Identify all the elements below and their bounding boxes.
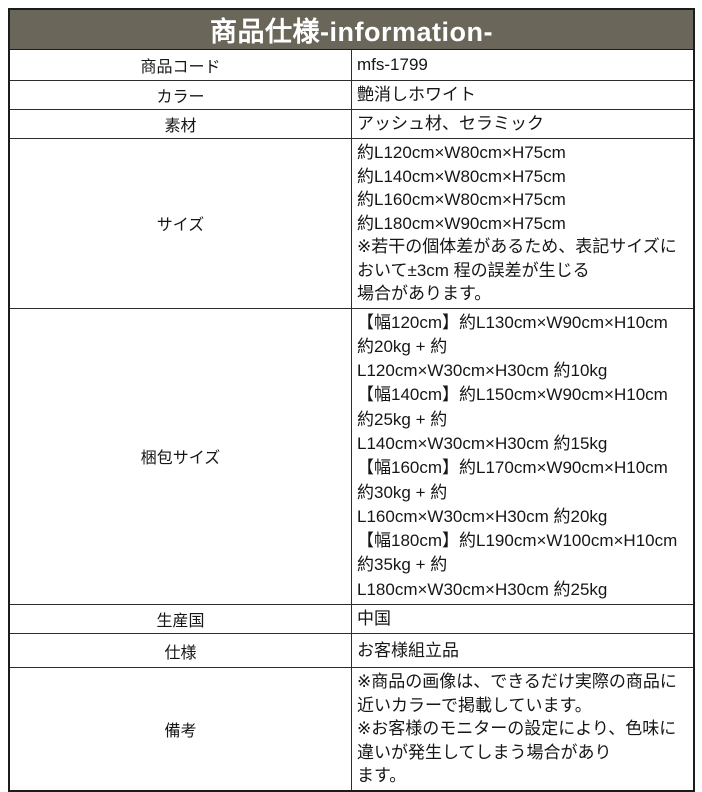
table-row-material: 素材 アッシュ材、セラミック [8, 109, 695, 139]
row-value: ※商品の画像は、できるだけ実際の商品に近いカラーで掲載しています。 ※お客様のモ… [351, 667, 695, 792]
table-row-country-of-origin: 生産国 中国 [8, 604, 695, 635]
table-row-size: サイズ 約L120cm×W80cm×H75cm 約L140cm×W80cm×H7… [8, 138, 695, 309]
row-value: 中国 [351, 604, 695, 635]
row-value: アッシュ材、セラミック [351, 109, 695, 139]
row-label: カラー [8, 80, 352, 110]
table-row-package-size: 梱包サイズ 【幅120cm】約L130cm×W90cm×H10cm 約20kg … [8, 307, 695, 606]
row-value: 【幅120cm】約L130cm×W90cm×H10cm 約20kg + 約 L1… [351, 307, 695, 606]
table-header-row: 商品仕様-information- [8, 8, 695, 50]
row-label: 生産国 [8, 604, 352, 635]
table-row-remarks: 備考 ※商品の画像は、できるだけ実際の商品に近いカラーで掲載しています。 ※お客… [8, 667, 695, 792]
row-value: mfs-1799 [351, 49, 695, 81]
row-label: 商品コード [8, 49, 352, 81]
product-spec-table: 商品仕様-information- 商品コード mfs-1799 カラー 艶消し… [8, 8, 695, 792]
page-title: 商品仕様-information- [8, 8, 695, 50]
table-row-assembly-spec: 仕様 お客様組立品 [8, 633, 695, 669]
row-value: お客様組立品 [351, 633, 695, 669]
table-row-product-code: 商品コード mfs-1799 [8, 49, 695, 81]
row-label: 素材 [8, 109, 352, 139]
product-spec-page: 商品仕様-information- 商品コード mfs-1799 カラー 艶消し… [8, 8, 695, 792]
row-label: 仕様 [8, 633, 352, 669]
row-value: 艶消しホワイト [351, 80, 695, 110]
row-label: サイズ [8, 138, 352, 309]
row-value: 約L120cm×W80cm×H75cm 約L140cm×W80cm×H75cm … [351, 138, 695, 309]
row-label: 梱包サイズ [8, 307, 352, 606]
row-label: 備考 [8, 667, 352, 792]
table-row-color: カラー 艶消しホワイト [8, 80, 695, 110]
